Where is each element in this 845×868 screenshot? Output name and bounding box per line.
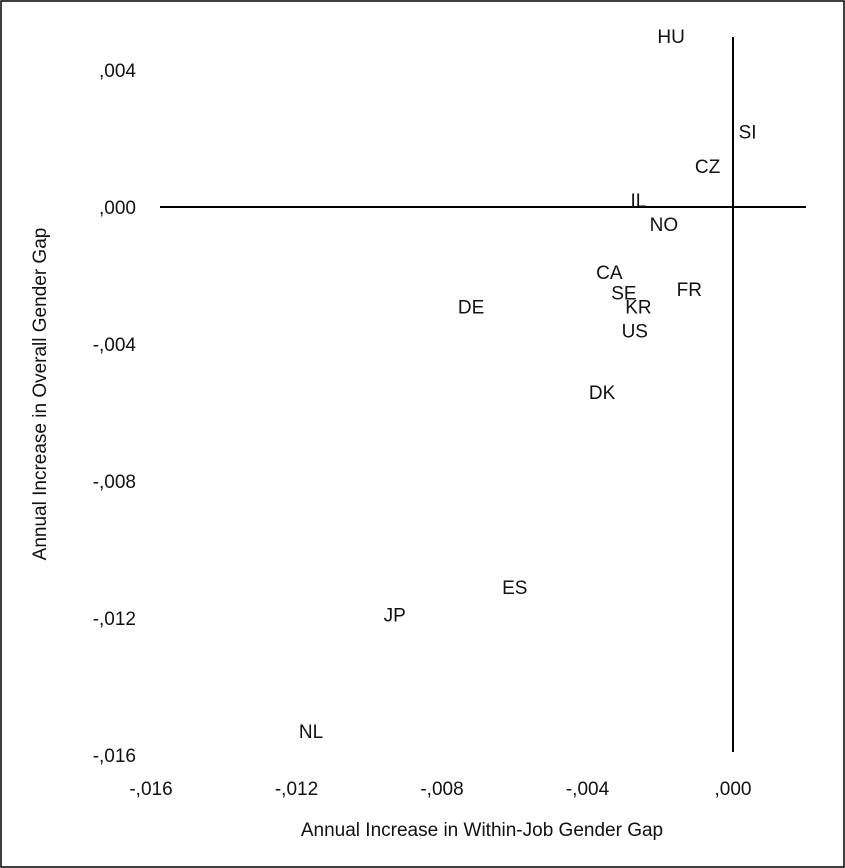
point-label-de: DE: [458, 297, 484, 318]
point-label-dk: DK: [589, 383, 616, 404]
point-label-ca: CA: [596, 263, 623, 284]
point-label-kr: KR: [625, 297, 651, 318]
y-tick-label: ,004: [99, 61, 136, 82]
y-tick-labels: ,004 ,000 -,004 -,008 -,012 -,016: [93, 61, 137, 767]
y-tick-label: -,008: [93, 472, 136, 493]
point-label-fr: FR: [677, 280, 702, 301]
x-tick-label: ,000: [715, 779, 752, 800]
point-label-hu: HU: [657, 27, 684, 48]
y-tick-label: -,012: [93, 609, 136, 630]
point-label-es: ES: [502, 578, 527, 599]
y-axis-title: Annual Increase in Overall Gender Gap: [30, 228, 51, 561]
point-label-si: SI: [739, 123, 757, 144]
x-axis-title: Annual Increase in Within-Job Gender Gap: [301, 820, 663, 841]
x-tick-label: -,008: [420, 779, 463, 800]
y-tick-label: -,016: [93, 746, 136, 767]
point-label-il: IL: [630, 191, 646, 212]
point-label-no: NO: [650, 215, 679, 236]
axes: [160, 37, 806, 752]
x-tick-label: -,004: [566, 779, 610, 800]
point-label-se: SE: [611, 284, 636, 305]
point-label-nl: NL: [299, 722, 323, 743]
y-tick-label: -,004: [93, 335, 137, 356]
x-tick-labels: -,016 -,012 -,008 -,004 ,000: [129, 779, 751, 800]
point-label-jp: JP: [384, 606, 406, 627]
point-label-us: US: [622, 321, 648, 342]
y-tick-label: ,000: [99, 198, 136, 219]
x-tick-label: -,012: [275, 779, 318, 800]
point-label-cz: CZ: [695, 157, 721, 178]
x-tick-label: -,016: [129, 779, 172, 800]
